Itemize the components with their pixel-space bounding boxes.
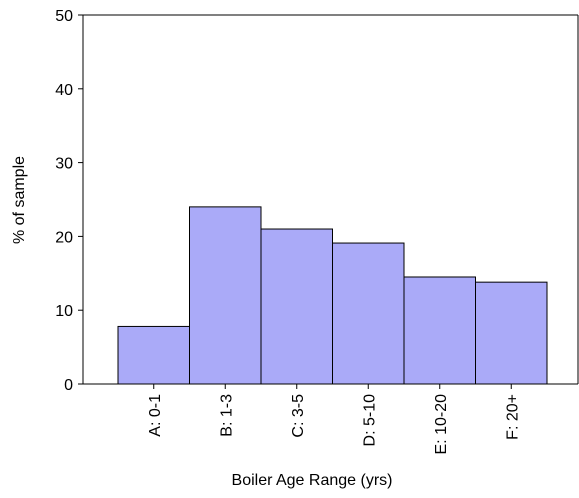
x-axis-label: Boiler Age Range (yrs) [232,472,393,489]
y-tick-label: 20 [55,229,73,246]
x-tick-label: C: 3-5 [290,394,307,438]
bar [117,325,190,385]
bar [260,228,333,385]
x-tick-label: A: 0-1 [147,394,164,437]
y-tick-label: 0 [64,377,73,394]
y-tick-label: 50 [55,8,73,25]
bar [475,281,548,385]
bar [332,242,405,385]
y-axis-label: % of sample [11,156,28,244]
bar [189,206,262,385]
x-tick-label: D: 5-10 [361,394,378,447]
y-tick-label: 40 [55,82,73,99]
x-tick-label: B: 1-3 [218,394,235,437]
y-tick-label: 30 [55,156,73,173]
x-tick-label: F: 20+ [504,394,521,440]
bar [403,276,476,385]
y-tick-label: 10 [55,303,73,320]
x-tick-label: E: 10-20 [433,394,450,455]
